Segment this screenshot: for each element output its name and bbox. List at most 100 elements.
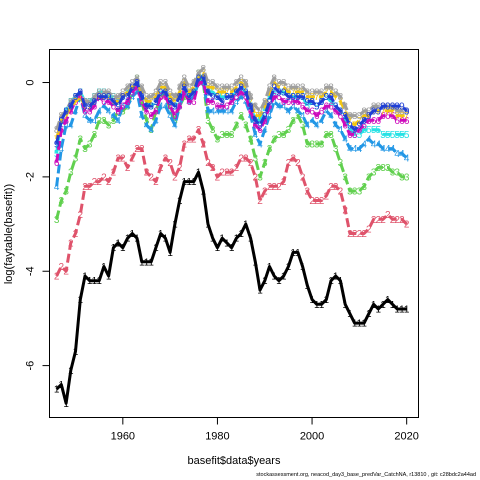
data-point-label: 6 bbox=[380, 111, 386, 122]
data-point-label: 1 bbox=[101, 262, 107, 273]
data-point-label: 2 bbox=[219, 168, 225, 179]
series-line bbox=[55, 66, 407, 131]
data-point-label: 3 bbox=[295, 111, 301, 122]
data-point-label: 4 bbox=[229, 106, 235, 117]
data-point-label: 8 bbox=[366, 106, 372, 117]
data-point-label: 4 bbox=[224, 106, 230, 117]
data-point-label: 8 bbox=[257, 106, 263, 117]
data-point-label: 3 bbox=[305, 139, 311, 150]
data-point-label: 6 bbox=[347, 130, 353, 141]
data-point-label: 1 bbox=[82, 272, 88, 283]
data-point-label: 3 bbox=[111, 116, 117, 127]
data-point-label: 7 bbox=[224, 88, 230, 99]
data-point-label: 5 bbox=[404, 130, 410, 141]
data-point-label: 2 bbox=[352, 229, 358, 240]
data-point-label: 4 bbox=[248, 111, 254, 122]
data-point-label: 9 bbox=[139, 92, 145, 103]
data-point-label: 9 bbox=[148, 102, 154, 113]
data-point-label: 8 bbox=[177, 83, 183, 94]
data-point-label: 1 bbox=[234, 234, 240, 245]
data-point-label: 2 bbox=[361, 229, 367, 240]
data-point-label: 7 bbox=[63, 111, 69, 122]
data-point-label: 7 bbox=[300, 88, 306, 99]
data-point-label: 6 bbox=[319, 106, 325, 117]
data-point-label: 2 bbox=[134, 144, 140, 155]
data-point-label: 7 bbox=[243, 83, 249, 94]
data-point-label: 5 bbox=[347, 125, 353, 136]
data-point-label: 9 bbox=[101, 92, 107, 103]
data-point-label: 3 bbox=[290, 116, 296, 127]
data-point-label: 4 bbox=[347, 144, 353, 155]
data-point-label: 5 bbox=[290, 92, 296, 103]
data-point-label: 2 bbox=[125, 163, 131, 174]
data-point-label: 2 bbox=[130, 154, 136, 165]
data-point-label: 3 bbox=[87, 139, 93, 150]
data-point-label: 9 bbox=[243, 88, 249, 99]
data-point-label: 9 bbox=[73, 92, 79, 103]
data-point-label: 6 bbox=[139, 97, 145, 108]
data-point-label: 9 bbox=[305, 97, 311, 108]
data-point-label: 3 bbox=[167, 106, 173, 117]
data-point-label: 3 bbox=[357, 187, 363, 198]
data-point-label: 6 bbox=[224, 102, 230, 113]
data-point-label: 9 bbox=[106, 92, 112, 103]
data-point-label: 2 bbox=[324, 191, 330, 202]
data-point-label: 2 bbox=[319, 196, 325, 207]
data-point-label: 6 bbox=[191, 97, 197, 108]
data-point-label: 2 bbox=[106, 177, 112, 188]
data-point-label: 2 bbox=[305, 187, 311, 198]
data-point-label: 9 bbox=[205, 88, 211, 99]
data-point-label: 4 bbox=[390, 144, 396, 155]
data-point-label: 9 bbox=[92, 97, 98, 108]
data-point-label: 9 bbox=[144, 102, 150, 113]
data-point-label: 3 bbox=[144, 116, 150, 127]
data-point-label: 6 bbox=[390, 111, 396, 122]
data-point-label: 6 bbox=[267, 102, 273, 113]
data-point-label: 2 bbox=[167, 158, 173, 169]
data-point-label: 3 bbox=[224, 130, 230, 141]
data-point-label: 3 bbox=[371, 168, 377, 179]
data-point-label: 8 bbox=[148, 92, 154, 103]
data-point-label: 7 bbox=[404, 111, 410, 122]
data-point-label: 4 bbox=[134, 88, 140, 99]
data-point-label: 4 bbox=[300, 111, 306, 122]
data-point-label: 1 bbox=[399, 305, 405, 316]
data-point-label: 2 bbox=[68, 238, 74, 249]
data-point-label: 1 bbox=[276, 276, 282, 287]
data-point-label: 6 bbox=[257, 125, 263, 136]
data-point-label: 6 bbox=[111, 102, 117, 113]
data-point-label: 6 bbox=[158, 92, 164, 103]
data-point-label: 6 bbox=[366, 116, 372, 127]
data-point-label: 8 bbox=[399, 106, 405, 117]
data-point-label: 4 bbox=[324, 106, 330, 117]
data-point-label: 9 bbox=[115, 102, 121, 113]
data-point-label: 4 bbox=[404, 154, 410, 165]
data-point-label: 7 bbox=[182, 78, 188, 89]
data-point-label: 9 bbox=[319, 97, 325, 108]
data-point-label: 9 bbox=[371, 106, 377, 117]
data-point-label: 7 bbox=[352, 121, 358, 132]
data-point-label: 7 bbox=[205, 83, 211, 94]
data-point-label: 3 bbox=[390, 168, 396, 179]
data-point-label: 9 bbox=[172, 102, 178, 113]
data-point-label: 2 bbox=[385, 210, 391, 221]
data-point-label: 3 bbox=[366, 172, 372, 183]
data-point-label: 6 bbox=[352, 130, 358, 141]
data-point-label: 8 bbox=[163, 78, 169, 89]
data-point-label: 3 bbox=[324, 130, 330, 141]
data-point-label: 9 bbox=[224, 92, 230, 103]
data-point-label: 7 bbox=[390, 106, 396, 117]
data-point-label: 3 bbox=[394, 168, 400, 179]
data-point-label: 9 bbox=[262, 111, 268, 122]
data-point-label: 5 bbox=[385, 130, 391, 141]
data-point-label: 1 bbox=[371, 300, 377, 311]
data-point-label: 9 bbox=[87, 102, 93, 113]
data-point-label: 3 bbox=[399, 172, 405, 183]
data-point-label: 3 bbox=[234, 121, 240, 132]
data-point-label: 4 bbox=[243, 97, 249, 108]
data-point-label: 1 bbox=[324, 295, 330, 306]
data-point-label: 9 bbox=[361, 116, 367, 127]
data-point-label: 6 bbox=[314, 111, 320, 122]
